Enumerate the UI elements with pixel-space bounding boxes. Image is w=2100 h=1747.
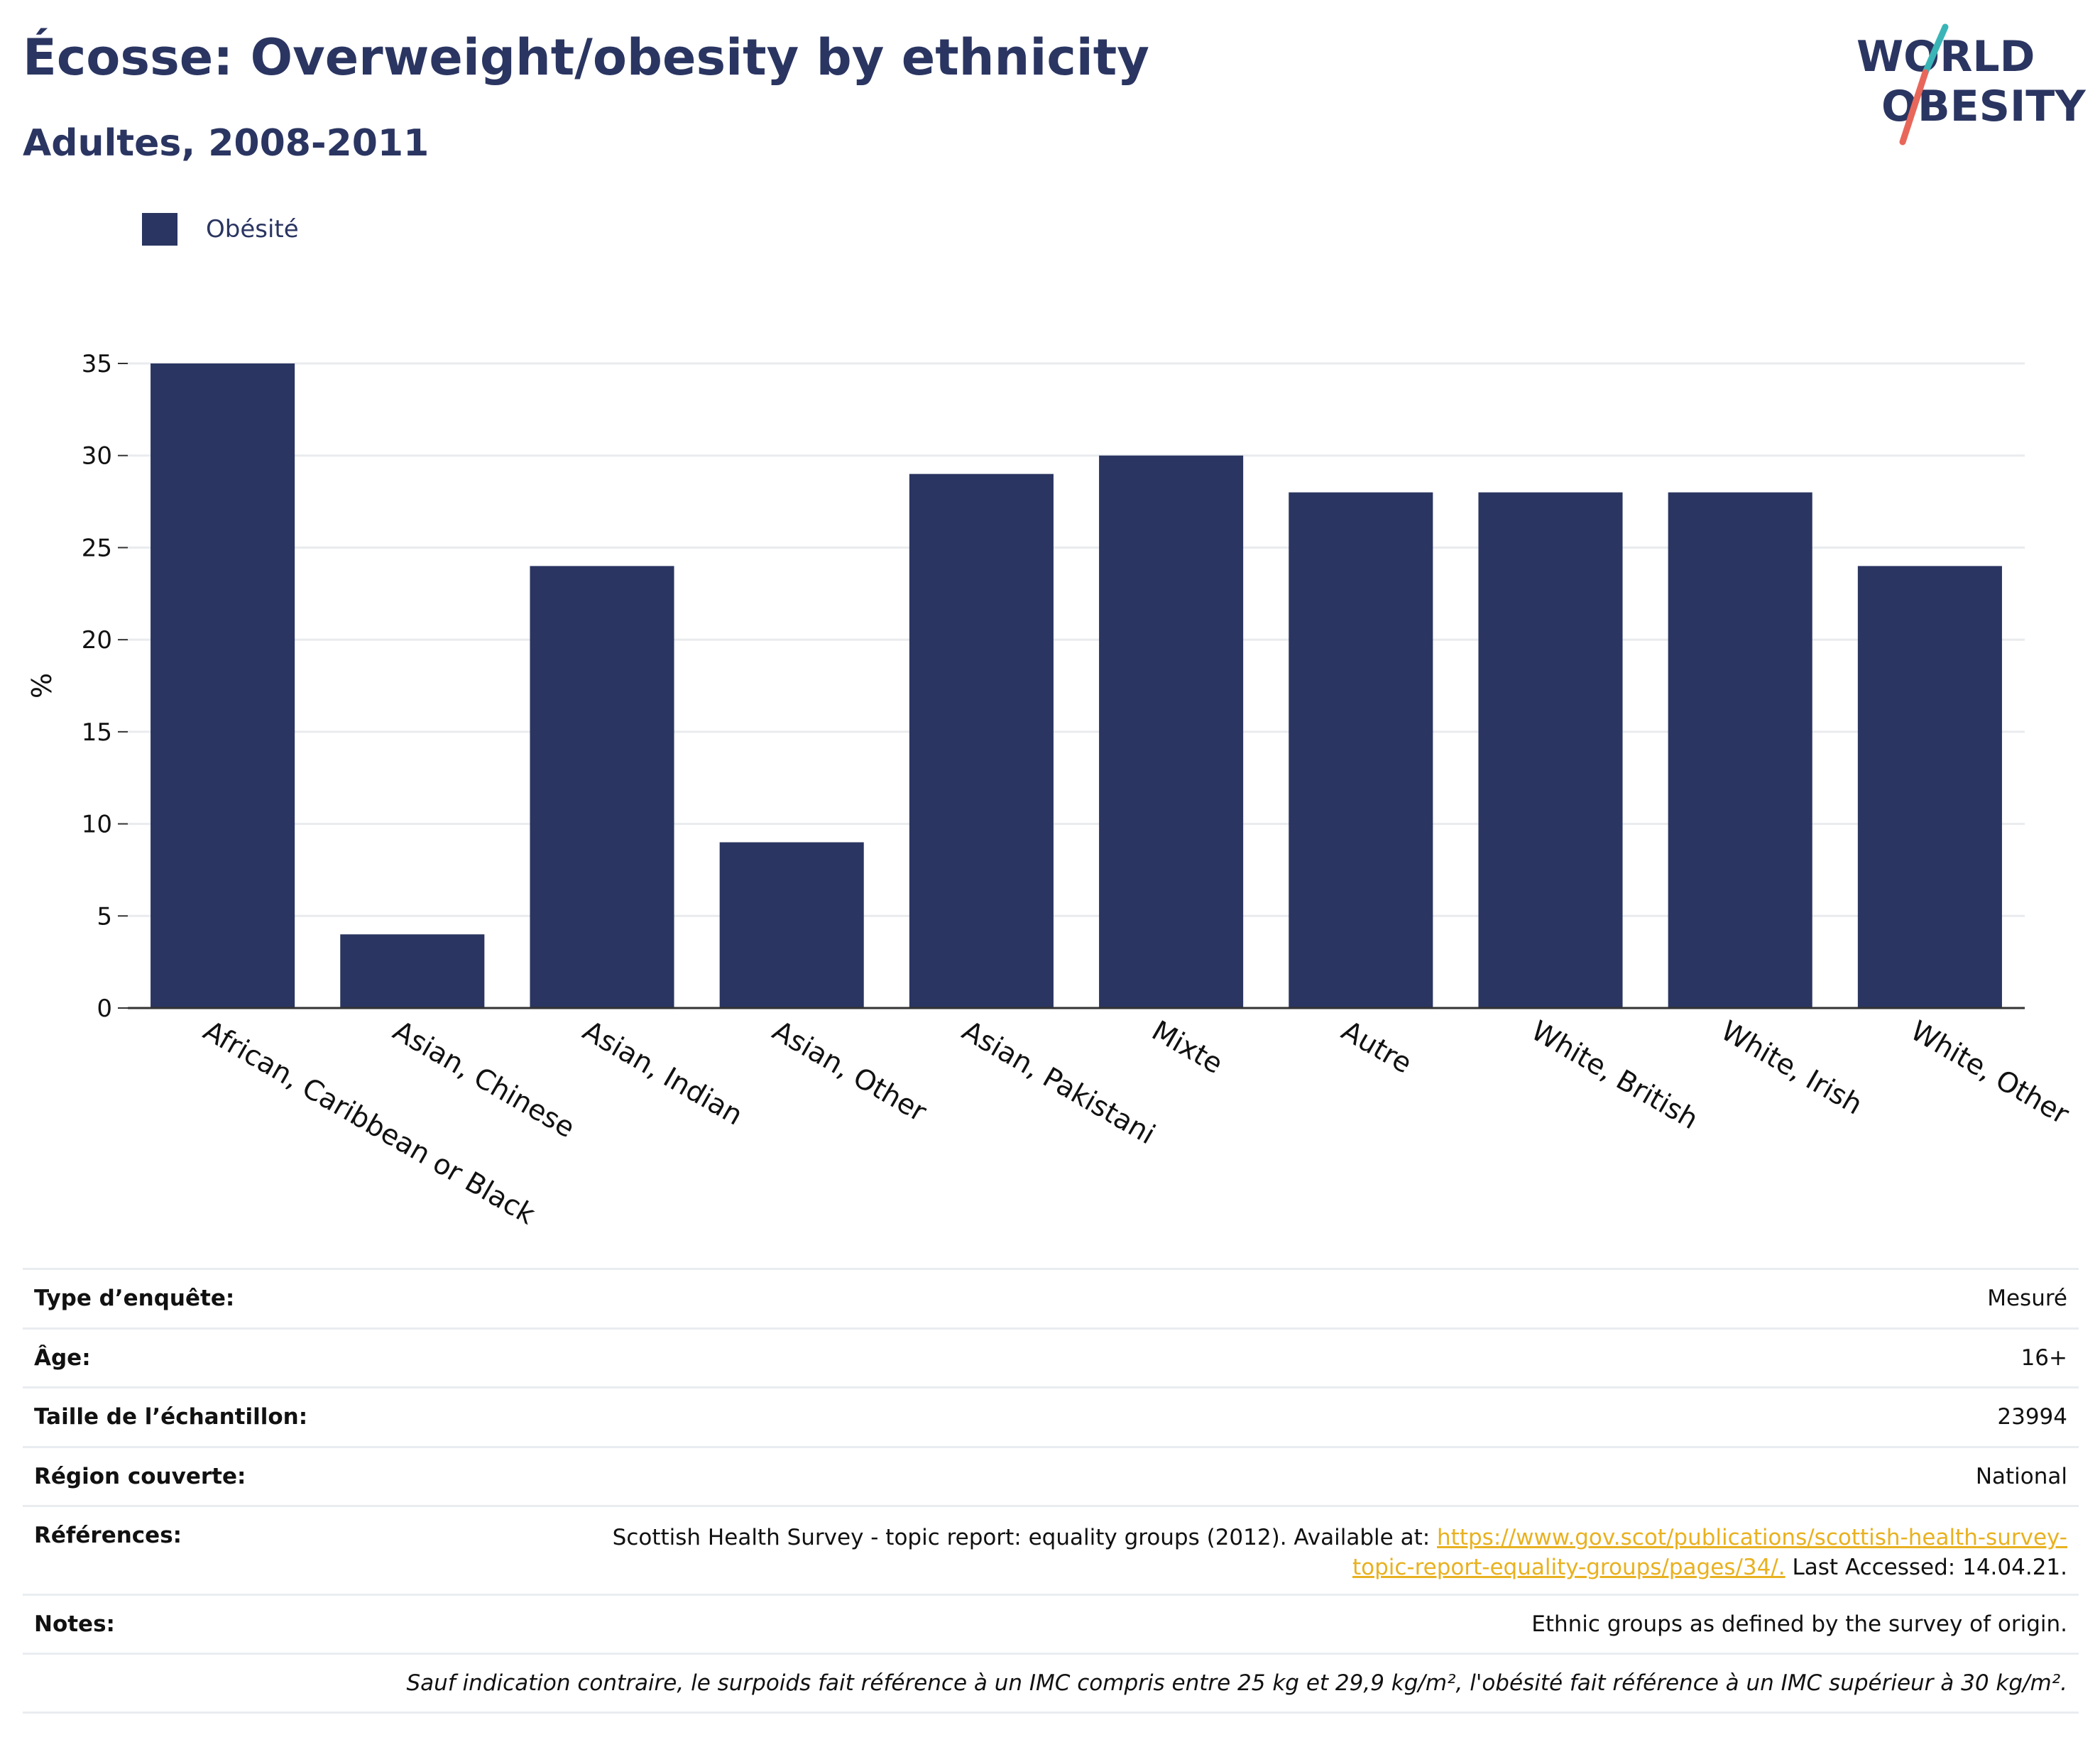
x-tick-label: White, Other [1905,1015,2074,1132]
y-tick-label: 20 [82,626,112,655]
references-value: Scottish Health Survey - topic report: e… [576,1523,2067,1582]
region-value: National [1975,1464,2067,1489]
sample-size-value: 23994 [1997,1404,2067,1430]
x-tick-label: Asian, Indian [577,1015,748,1132]
age-label: Âge: [34,1345,91,1371]
info-row-survey-type: Type d’enquête: Mesuré [23,1268,2079,1327]
bar [909,473,1054,1008]
x-tick-label: White, Irish [1715,1015,1867,1122]
y-tick-label: 25 [82,534,112,562]
references-accessed: Last Accessed: 14.04.21. [1785,1555,2067,1580]
y-tick-label: 35 [82,350,112,378]
bar [530,566,674,1008]
legend-label-obesite: Obésité [206,215,299,243]
survey-type-value: Mesuré [1987,1286,2067,1311]
logo-slash-teal [1922,23,1949,76]
x-tick-label: Asian, Pakistani [956,1015,1160,1151]
bar [1668,492,1812,1008]
notes-value: Ethnic groups as defined by the survey o… [1531,1611,2067,1637]
info-table: Type d’enquête: Mesuré Âge: 16+ Taille d… [23,1268,2079,1714]
y-tick-label: 30 [82,442,112,471]
bar [1857,566,2002,1008]
y-tick-label: 5 [97,902,112,931]
x-tick-label: White, British [1526,1015,1703,1136]
legend-swatch [142,213,177,246]
footnote-text: Sauf indication contraire, le surpoids f… [406,1670,2067,1696]
y-axis-title: % [26,673,58,699]
info-row-notes: Notes: Ethnic groups as defined by the s… [23,1594,2079,1653]
y-tick-label: 10 [82,811,112,839]
world-obesity-logo: WORLD OBESITY [1856,23,2087,146]
logo-word-world: WORLD [1856,32,2035,82]
x-tick-label: Asian, Chinese [388,1015,580,1145]
bar [719,842,864,1008]
info-row-region: Région couverte: National [23,1446,2079,1505]
notes-label: Notes: [34,1611,115,1637]
bar-chart: 0 5 10 15 20 25 30 35% African, Caribbean or Bla… [26,350,2074,1232]
chart-subtitle: Adultes, 2008-2011 [23,122,430,165]
chart-title: Écosse: Overweight/obesity by ethnicity [23,28,1149,87]
logo-slash-coral [1899,69,1929,146]
bar [1099,455,1244,1008]
bar [1478,492,1623,1008]
chart-legend: Obésité [142,212,299,247]
references-text: Scottish Health Survey - topic report: e… [612,1525,1438,1550]
x-tick-label: Mixte [1147,1015,1228,1080]
references-link[interactable]: https://www.gov.scot/publications/scotti… [1352,1525,2067,1580]
y-tick-label: 15 [82,718,112,747]
sample-size-label: Taille de l’échantillon: [34,1404,308,1430]
age-value: 16+ [2020,1345,2067,1371]
info-row-age: Âge: 16+ [23,1327,2079,1386]
bar [151,363,295,1008]
bar [340,934,485,1008]
info-row-sample-size: Taille de l’échantillon: 23994 [23,1386,2079,1446]
survey-type-label: Type d’enquête: [34,1286,235,1311]
references-label: Références: [34,1523,182,1548]
x-tick-label: Autre [1336,1015,1417,1080]
y-tick-label: 0 [97,995,112,1023]
region-label: Région couverte: [34,1464,246,1489]
info-row-footnote: Sauf indication contraire, le surpoids f… [23,1653,2079,1714]
x-tick-label: African, Caribbean or Black [198,1015,541,1232]
x-tick-label: Asian, Other [767,1015,932,1129]
bar [1289,492,1433,1008]
info-row-references: Références: Scottish Health Survey - top… [23,1505,2079,1594]
